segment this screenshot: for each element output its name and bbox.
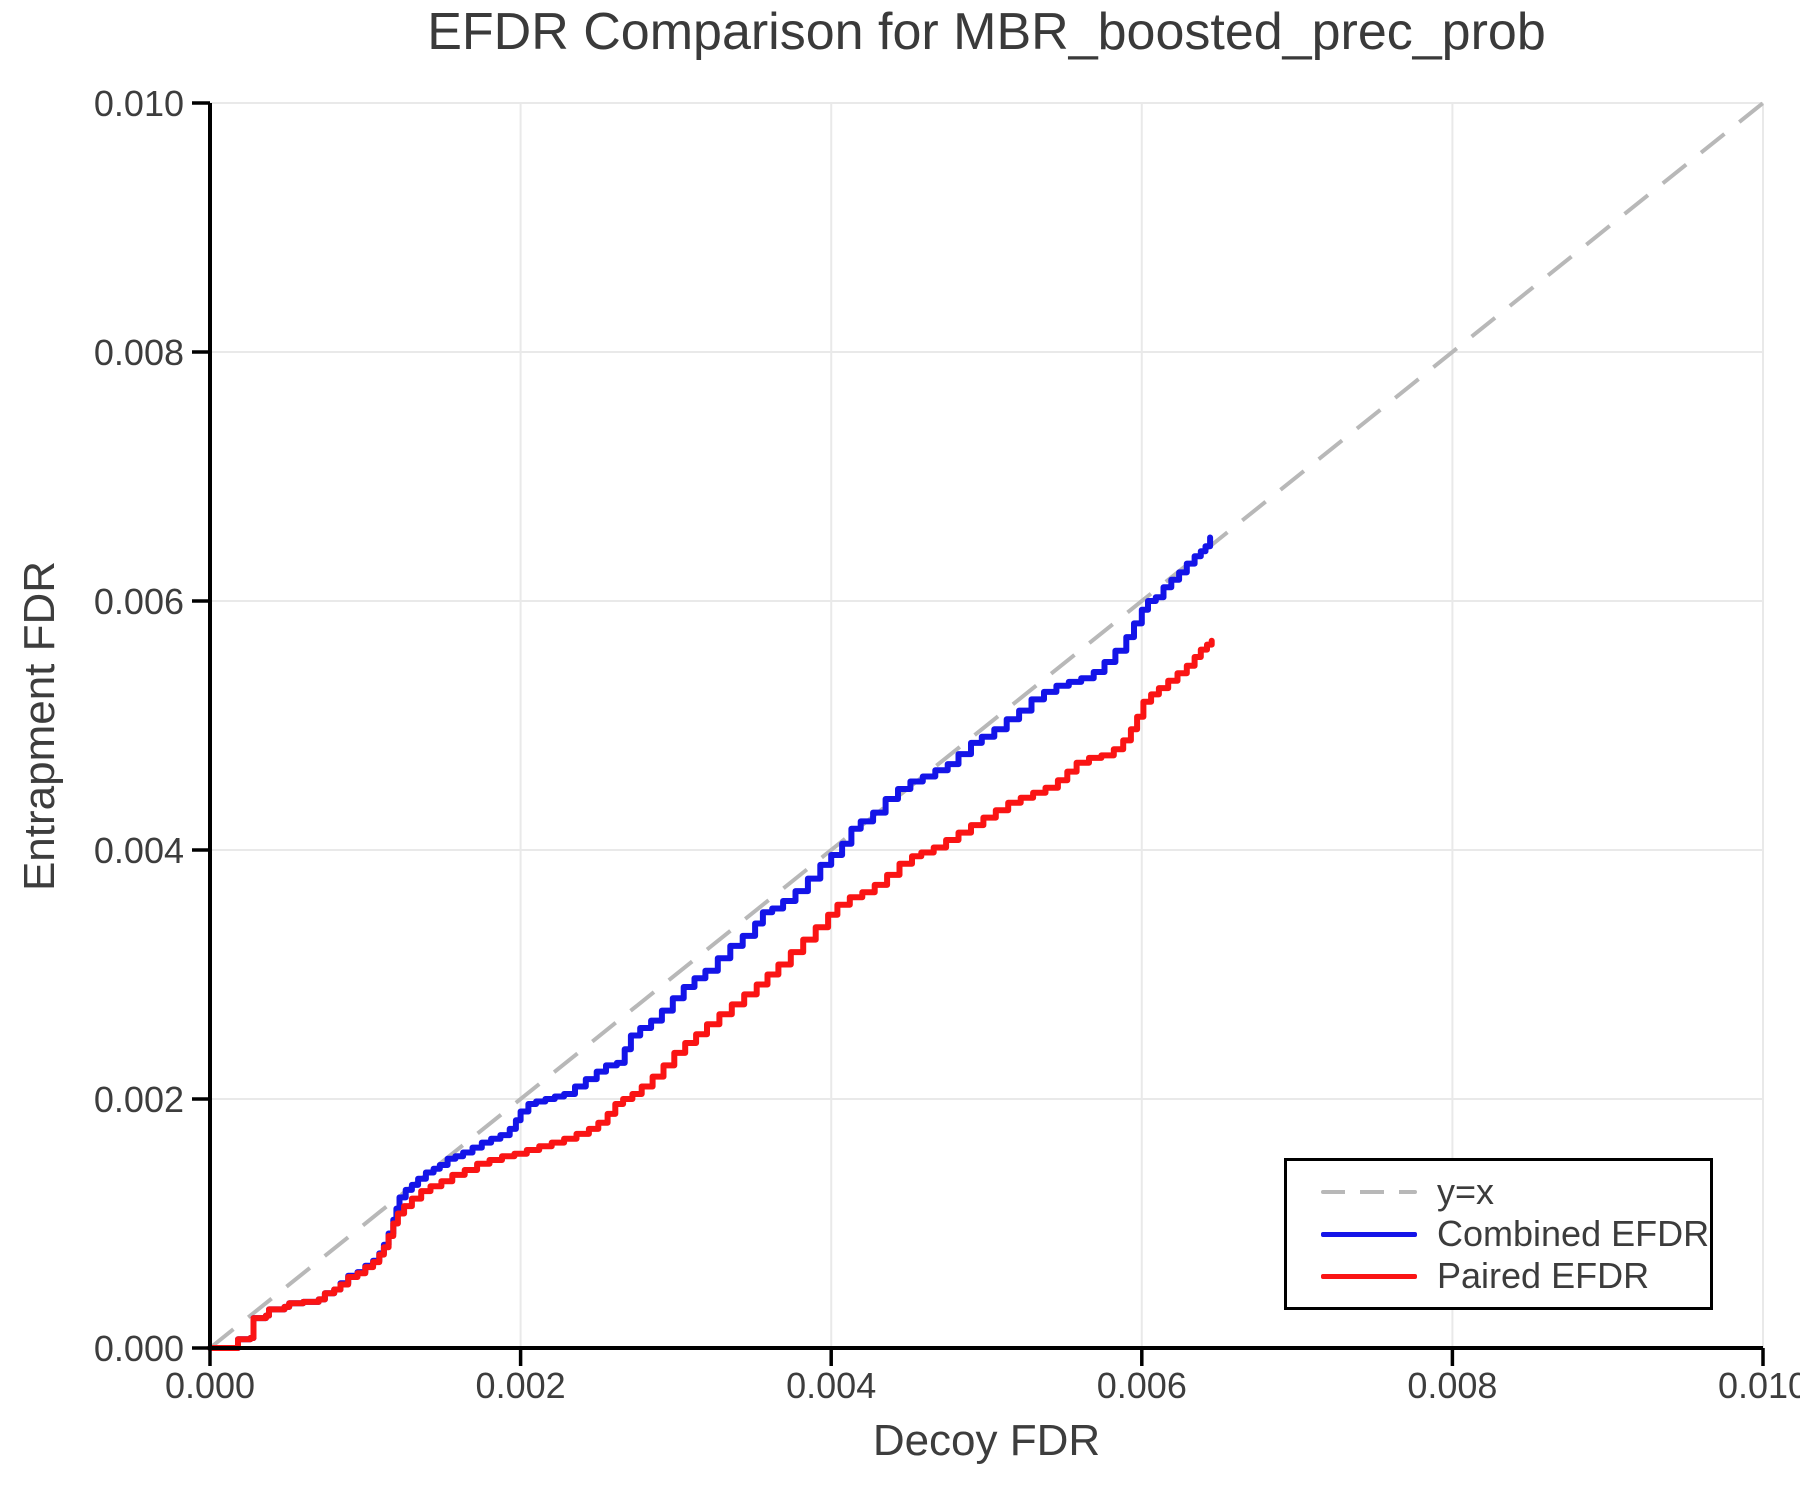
x-tick-label: 0.004 bbox=[786, 1365, 876, 1406]
legend-label-paired-efdr: Paired EFDR bbox=[1437, 1255, 1650, 1296]
reference-line-yx bbox=[208, 101, 1765, 1350]
x-tick-label: 0.000 bbox=[165, 1365, 255, 1406]
yx-line-sample bbox=[1321, 1190, 1417, 1194]
legend-item-yx: y=x bbox=[1321, 1174, 1710, 1210]
series-line-paired-efdr bbox=[207, 637, 1215, 1351]
y-tick-label: 0.010 bbox=[94, 83, 184, 124]
y-tick-label: 0.002 bbox=[94, 1079, 184, 1120]
legend-item-combined-efdr: Combined EFDR bbox=[1321, 1216, 1710, 1252]
y-tick-label: 0.008 bbox=[94, 332, 184, 373]
legend-label-yx: y=x bbox=[1437, 1171, 1495, 1212]
chart-title: EFDR Comparison for MBR_boosted_prec_pro… bbox=[427, 3, 1546, 61]
y-tick-label: 0.000 bbox=[94, 1328, 184, 1369]
legend-label-combined-efdr: Combined EFDR bbox=[1437, 1213, 1710, 1254]
combined-efdr-line-sample bbox=[1321, 1231, 1417, 1237]
y-tick-label: 0.004 bbox=[94, 830, 184, 871]
y-tick-label: 0.006 bbox=[94, 581, 184, 622]
x-tick-label: 0.002 bbox=[476, 1365, 566, 1406]
y-axis-title: Entrapment FDR bbox=[15, 560, 64, 892]
legend: y=x Combined EFDR Paired EFDR bbox=[1284, 1158, 1713, 1310]
legend-item-paired-efdr: Paired EFDR bbox=[1321, 1258, 1710, 1294]
x-tick-label: 0.006 bbox=[1097, 1365, 1187, 1406]
series-line-combined-efdr bbox=[207, 534, 1214, 1351]
x-axis-title: Decoy FDR bbox=[872, 1416, 1101, 1465]
paired-efdr-line-sample bbox=[1321, 1273, 1417, 1279]
x-tick-label: 0.008 bbox=[1407, 1365, 1497, 1406]
x-tick-label: 0.010 bbox=[1718, 1365, 1800, 1406]
